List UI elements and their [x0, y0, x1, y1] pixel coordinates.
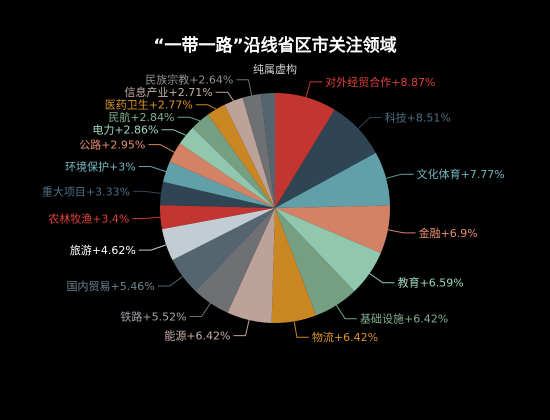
chart-title: “一带一路”沿线省区市关注领域 [153, 35, 396, 56]
label-leader-line [132, 216, 161, 219]
slice-label: 医药卫生+2.77% [105, 98, 193, 112]
slice-label: 农林牧渔+3.4% [48, 212, 129, 226]
slice-label: 基础设施+6.42% [360, 313, 448, 326]
slice-labels: 对外经贸合作+8.87% 科技+8.51% 文化体育+7.77% 金融+6.9% 教育+… [42, 73, 505, 345]
label-leader-line [369, 273, 395, 284]
slice-label: 文化体育+7.77% [417, 167, 505, 181]
pie-slice [271, 208, 317, 324]
chart-subtitle: 纯属虚构 [253, 62, 297, 76]
slice-label: 物流+6.42% [312, 330, 378, 344]
pie-slice [192, 114, 275, 208]
label-leader-line [177, 116, 201, 122]
slice-label: 科技+8.51% [385, 111, 451, 125]
pie-slice [242, 93, 275, 208]
slice-label: 旅游+4.62% [70, 243, 136, 257]
label-leader-line [236, 79, 253, 96]
pie-slice [260, 93, 275, 208]
pie-slice [160, 181, 275, 208]
label-leader-line [157, 276, 183, 287]
slice-label: 国内贸易+5.46% [67, 279, 155, 293]
slice-label: 能源+6.42% [164, 329, 230, 343]
pie-slice [172, 208, 275, 291]
pie-slice [227, 208, 275, 323]
pie-slice [275, 205, 390, 254]
label-leader-line [387, 229, 416, 234]
label-leader-line [133, 190, 161, 194]
label-leader-line [305, 81, 323, 98]
slice-label: 信息产业+2.71% [125, 85, 213, 99]
label-leader-line [189, 302, 211, 317]
pie-slice [179, 127, 275, 208]
slice-label: 重大项目+3.33% [42, 184, 130, 198]
pie-slice [275, 208, 381, 292]
label-leader-line [385, 173, 414, 179]
pie-slice [163, 161, 275, 208]
label-leader-line [161, 129, 187, 136]
pie-slice [169, 143, 275, 208]
slice-label: 环境保护+3% [65, 160, 136, 174]
pie-slice [275, 208, 355, 316]
label-leader-line [138, 166, 167, 173]
slice-label: 对外经贸合作+8.87% [325, 75, 435, 89]
label-leader-line [233, 319, 250, 337]
slice-label: 铁路+5.52% [120, 311, 186, 324]
label-leader-line [335, 304, 357, 320]
label-leader-line [215, 91, 234, 102]
label-leader-line [148, 144, 175, 153]
label-leader-line [195, 104, 217, 110]
slice-label: 教育+6.59% [398, 276, 464, 290]
slice-label: 民航+2.84% [108, 110, 174, 124]
pie-slices [159, 93, 390, 324]
pie-slice [159, 205, 275, 230]
slice-label: 电力+2.86% [92, 124, 158, 137]
pie-slice [224, 97, 275, 208]
pie-slice [207, 104, 275, 208]
slice-label: 公路+2.95% [79, 139, 145, 152]
slice-label: 民族宗教+2.64% [145, 73, 233, 87]
pie-slice [275, 152, 390, 208]
label-leader-lines [132, 79, 416, 338]
label-leader-line [138, 244, 167, 251]
pie-slice [275, 93, 335, 208]
slice-label: 金融+6.9% [419, 226, 478, 240]
label-leader-line [357, 117, 382, 129]
pie-slice [161, 208, 275, 261]
label-leader-line [293, 321, 309, 338]
pie-slice [275, 109, 376, 208]
pie-slice [195, 208, 275, 313]
